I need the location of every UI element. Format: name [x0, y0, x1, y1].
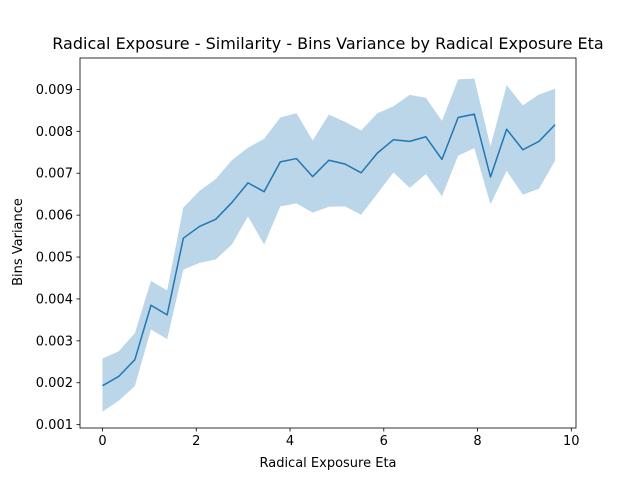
x-tick-label: 2: [192, 434, 200, 449]
data-point: [489, 176, 492, 179]
x-tick-label: 8: [473, 434, 481, 449]
axes: 0 2 4 6 8 10 0.001 0.002 0.003 0.004 0.005 0.006 0.0…: [36, 57, 580, 449]
data-point: [343, 163, 346, 166]
y-tick-label: 0.002: [36, 376, 73, 391]
y-tick-label: 0.007: [36, 167, 73, 182]
data-point: [392, 138, 395, 141]
data-point: [457, 116, 460, 119]
data-point: [360, 171, 363, 174]
data-point: [101, 384, 104, 387]
data-point: [521, 148, 524, 151]
data-point: [376, 152, 379, 155]
data-point: [327, 159, 330, 162]
x-tick-label: 0: [98, 434, 106, 449]
data-point: [117, 375, 120, 378]
plot-frame: [79, 57, 577, 429]
data-point: [537, 140, 540, 143]
confidence-band: [102, 78, 556, 412]
y-tick-label: 0.008: [36, 125, 73, 140]
x-tick-label: 10: [563, 434, 580, 449]
data-point: [133, 358, 136, 361]
data-point: [424, 135, 427, 138]
y-tick-label: 0.004: [36, 292, 73, 307]
x-axis-title: Radical Exposure Eta: [259, 456, 396, 471]
data-point: [198, 225, 201, 228]
data-point: [473, 113, 476, 116]
data-point: [311, 175, 314, 178]
y-tick-label: 0.003: [36, 334, 73, 349]
chart-title: Radical Exposure - Similarity - Bins Var…: [52, 34, 603, 53]
series-line: [102, 113, 556, 387]
data-point: [279, 160, 282, 163]
data-point: [505, 128, 508, 131]
data-point: [554, 123, 557, 126]
data-point: [246, 181, 249, 184]
data-point: [214, 218, 217, 221]
confidence-band-layer: [102, 78, 556, 412]
data-point: [440, 158, 443, 161]
x-tick-label: 4: [286, 434, 294, 449]
data-point: [182, 237, 185, 240]
data-point: [408, 140, 411, 143]
y-tick-label: 0.009: [36, 83, 73, 98]
data-point: [295, 157, 298, 160]
y-tick-label: 0.005: [36, 251, 73, 266]
y-tick-label: 0.006: [36, 209, 73, 224]
data-point: [149, 304, 152, 307]
data-point: [230, 201, 233, 204]
x-tick-label: 6: [380, 434, 388, 449]
y-axis-title: Bins Variance: [11, 198, 26, 286]
data-point: [263, 190, 266, 193]
series-line-layer: [101, 113, 557, 387]
data-point: [166, 313, 169, 316]
y-tick-label: 0.001: [36, 418, 73, 433]
